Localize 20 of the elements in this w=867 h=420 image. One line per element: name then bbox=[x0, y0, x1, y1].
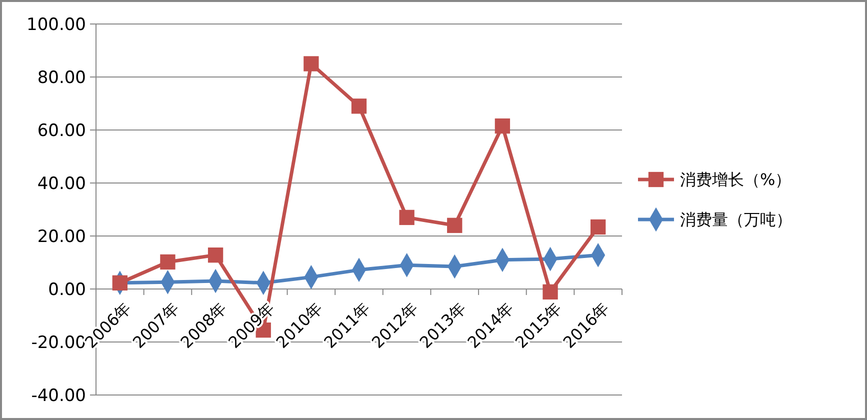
y-tick-label: 20.00 bbox=[37, 226, 86, 247]
point bbox=[542, 284, 558, 300]
y-tick-label: 40.00 bbox=[37, 174, 86, 194]
point bbox=[590, 219, 606, 235]
y-tick-label: 0.00 bbox=[48, 280, 86, 300]
point bbox=[160, 254, 176, 270]
point bbox=[447, 218, 462, 233]
point bbox=[494, 118, 510, 134]
y-tick-label: -20.00 bbox=[31, 332, 86, 353]
legend-label: 消费增长（%） bbox=[680, 170, 792, 190]
point bbox=[208, 247, 224, 263]
y-tick-label: -40.00 bbox=[31, 386, 86, 406]
point bbox=[304, 56, 319, 72]
point bbox=[351, 98, 367, 114]
point bbox=[399, 210, 414, 226]
legend-label: 消费量（万吨） bbox=[680, 210, 792, 230]
y-tick-label: 100.00 bbox=[26, 14, 86, 35]
y-tick-label: 80.00 bbox=[37, 68, 86, 88]
y-tick-label: 60.00 bbox=[37, 120, 86, 141]
point bbox=[112, 275, 128, 290]
